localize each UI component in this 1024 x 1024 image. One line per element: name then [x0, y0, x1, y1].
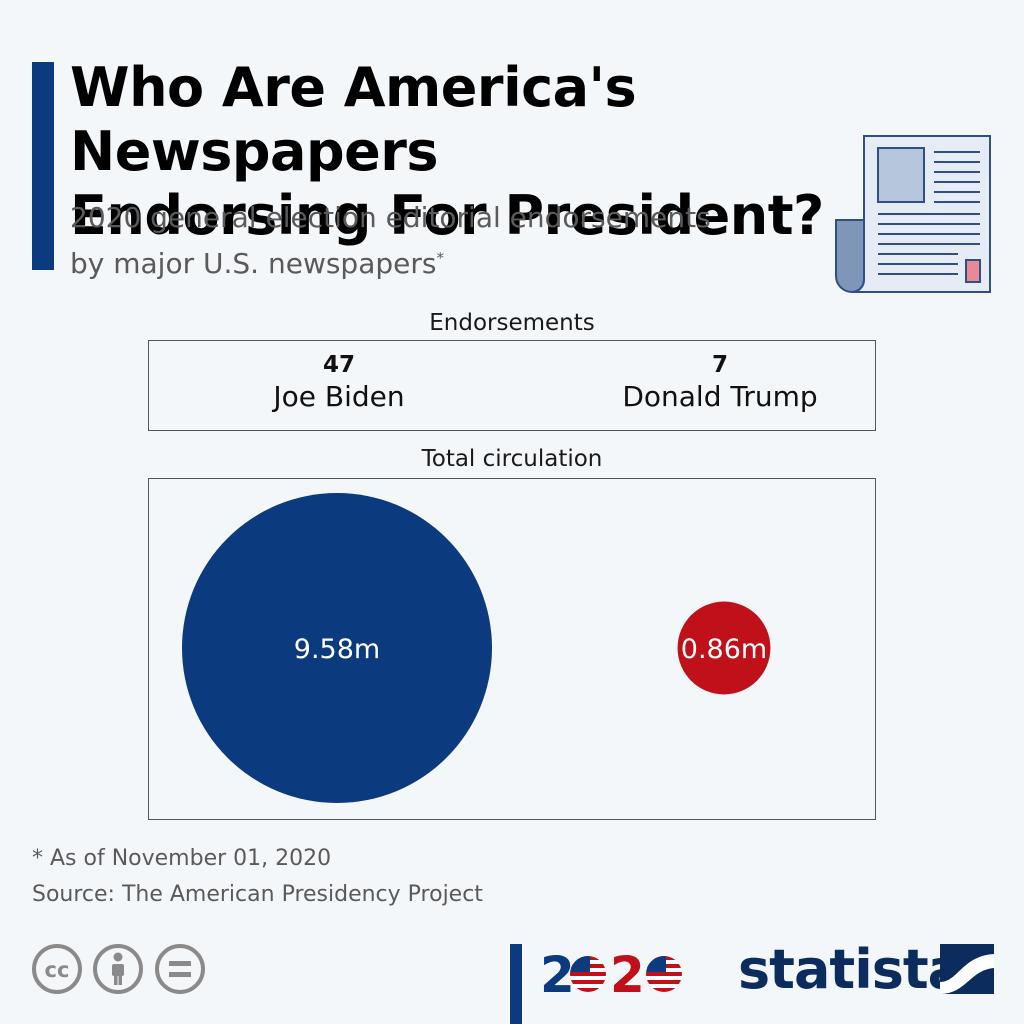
- logo-accent-bar: [510, 944, 522, 1024]
- svg-text:cc: cc: [45, 958, 70, 982]
- bubble-trump: [677, 601, 771, 695]
- endorsement-name-trump: Donald Trump: [622, 380, 818, 413]
- subtitle-line-2: by major U.S. newspapers*: [70, 238, 810, 284]
- subtitle: 2020 general election editorial endorsem…: [70, 198, 810, 284]
- accent-bar: [32, 62, 54, 270]
- year-digit-1: 2: [540, 946, 575, 1000]
- bubble-biden: [182, 493, 492, 803]
- title-line-1: Who Are America's Newspapers: [70, 56, 637, 183]
- endorsements-table: 47 Joe Biden 7 Donald Trump: [148, 340, 876, 431]
- nd-icon: [155, 944, 205, 994]
- endorsement-trump: 7 Donald Trump: [570, 351, 870, 415]
- title-line-2: Endorsing For President?: [70, 184, 824, 247]
- by-icon: [93, 944, 143, 994]
- endorsement-count-trump: 7: [711, 352, 728, 378]
- year-2020-logo: 2 2: [540, 946, 682, 1000]
- circulation-label: Total circulation: [421, 446, 603, 472]
- statista-logo-icon: [940, 944, 994, 994]
- bubble-label-trump: 0.86m: [681, 634, 767, 665]
- subtitle-line-2-text: by major U.S. newspapers: [70, 247, 437, 280]
- endorsement-biden: 47 Joe Biden: [189, 351, 489, 415]
- statista-brand: statista: [738, 938, 964, 1001]
- newspaper-icon: [835, 135, 991, 294]
- license-icons: cc: [32, 944, 205, 994]
- footnote: * As of November 01, 2020: [32, 846, 332, 871]
- bubble-label-biden: 9.58m: [294, 634, 380, 665]
- circulation-chart: 9.58m 0.86m: [148, 478, 876, 820]
- flag-zero-icon: [570, 956, 606, 992]
- year-digit-3: 2: [610, 946, 645, 1000]
- subtitle-footnote-mark: *: [436, 249, 444, 267]
- page-title: Who Are America's Newspapers Endorsing F…: [70, 56, 1010, 248]
- flag-zero-icon-2: [646, 956, 682, 992]
- source: Source: The American Presidency Project: [32, 882, 483, 907]
- endorsements-label: Endorsements: [429, 310, 595, 336]
- cc-icon: cc: [32, 944, 82, 994]
- circulation-bubbles: 9.58m 0.86m: [182, 493, 771, 803]
- endorsement-name-biden: Joe Biden: [273, 380, 405, 413]
- subtitle-line-1: 2020 general election editorial endorsem…: [70, 201, 711, 234]
- endorsement-count-biden: 47: [322, 352, 355, 378]
